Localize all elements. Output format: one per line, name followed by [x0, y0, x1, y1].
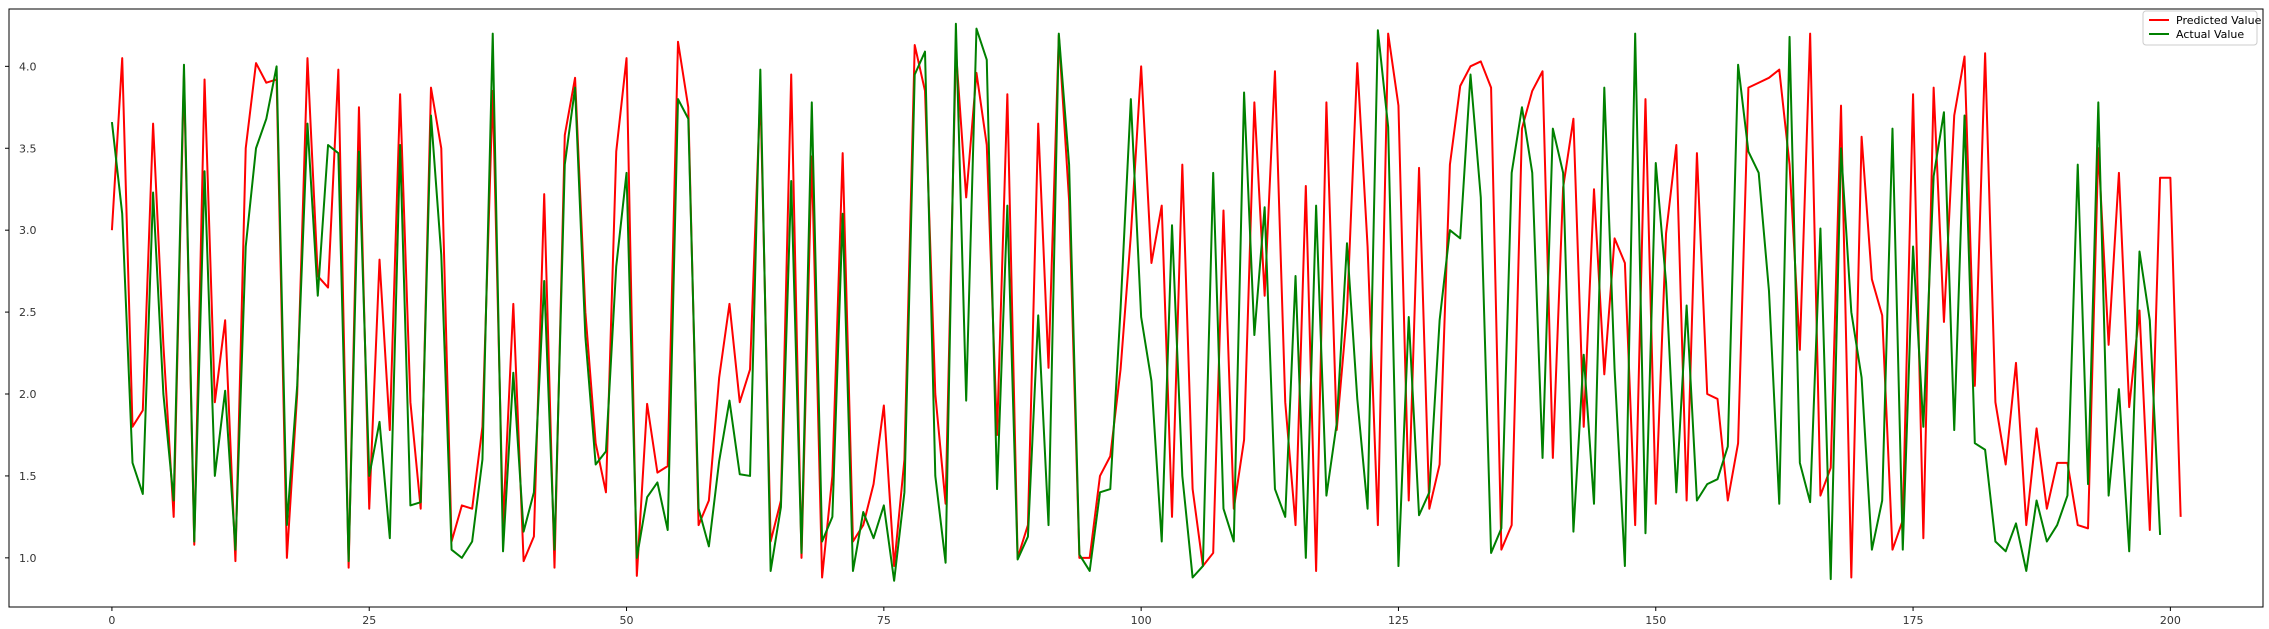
- y-tick-label: 2.0: [19, 388, 37, 401]
- x-axis: 0 25 50 75 100 125 150 175 200: [108, 607, 2181, 627]
- y-tick-label: 3.5: [19, 142, 37, 155]
- y-tick-label: 4.0: [19, 60, 37, 73]
- x-tick-label: 0: [108, 614, 115, 627]
- y-tick-label: 1.0: [19, 552, 37, 565]
- x-tick-label: 50: [620, 614, 634, 627]
- x-tick-label: 25: [362, 614, 376, 627]
- legend-box: [2142, 10, 2258, 46]
- series-layer: [110, 22, 2182, 582]
- legend-label-predicted: Predicted Value: [2176, 14, 2262, 27]
- y-tick-label: 3.0: [19, 224, 37, 237]
- y-tick-label: 2.5: [19, 306, 37, 319]
- legend: Predicted Value Actual Value: [2142, 10, 2262, 46]
- series-line-actual: [110, 22, 2162, 582]
- series-line-predicted: [110, 32, 2182, 579]
- x-tick-label: 125: [1388, 614, 1409, 627]
- x-tick-label: 75: [877, 614, 891, 627]
- x-tick-label: 100: [1131, 614, 1152, 627]
- y-tick-label: 1.5: [19, 470, 37, 483]
- y-axis: 1.0 1.5 2.0 2.5 3.0 3.5 4.0: [5, 60, 37, 565]
- x-tick-label: 150: [1645, 614, 1666, 627]
- legend-label-actual: Actual Value: [2176, 28, 2244, 41]
- x-tick-label: 175: [1903, 614, 1924, 627]
- x-tick-label: 200: [2160, 614, 2181, 627]
